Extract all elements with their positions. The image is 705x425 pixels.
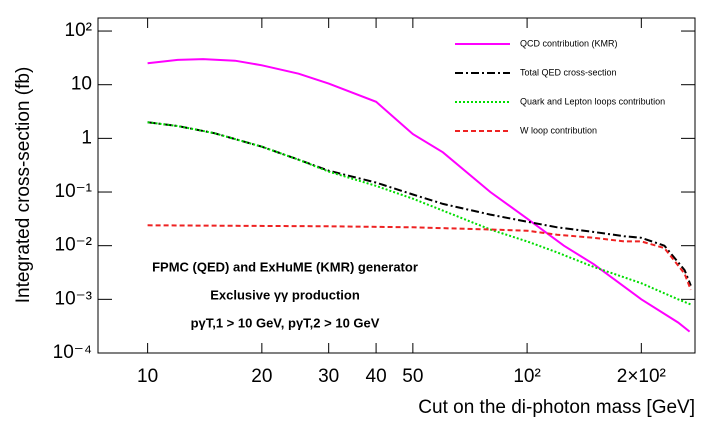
y-tick-label: 10⁻⁴ (53, 342, 92, 363)
y-tick-label: 1 (81, 127, 92, 148)
legend-label: Quark and Lepton loops contribution (520, 96, 665, 106)
series-line (147, 224, 692, 291)
plot-frame (97, 17, 696, 354)
x-tick-label: 50 (402, 366, 423, 387)
x-tick-label: 30 (318, 366, 339, 387)
legend-label: QCD contribution (KMR) (520, 38, 618, 48)
annotation: FPMC (QED) and ExHuME (KMR) generator (152, 259, 418, 274)
x-tick-label: 40 (366, 366, 387, 387)
y-tick-label: 10⁻² (55, 235, 93, 256)
annotation: pγT,1 > 10 GeV, pγT,2 > 10 GeV (191, 315, 380, 330)
series-line (147, 121, 692, 306)
y-tick-label: 10 (71, 74, 92, 95)
y-axis-label: Integrated cross-section (fb) (13, 67, 34, 304)
x-tick-label: 20 (251, 366, 272, 387)
x-tick-label: 10² (513, 366, 540, 387)
annotation: Exclusive γγ production (210, 287, 360, 302)
legend-label: W loop contribution (520, 125, 597, 135)
x-tick-label: 2×10² (617, 366, 666, 387)
legend-label: Total QED cross-section (520, 67, 617, 77)
x-axis-label: Cut on the di-photon mass [GeV] (418, 397, 695, 418)
y-tick-label: 10² (65, 20, 92, 41)
y-tick-label: 10⁻³ (55, 288, 93, 309)
x-tick-label: 10 (137, 366, 158, 387)
series-line (147, 58, 691, 333)
y-tick-label: 10⁻¹ (55, 181, 93, 202)
